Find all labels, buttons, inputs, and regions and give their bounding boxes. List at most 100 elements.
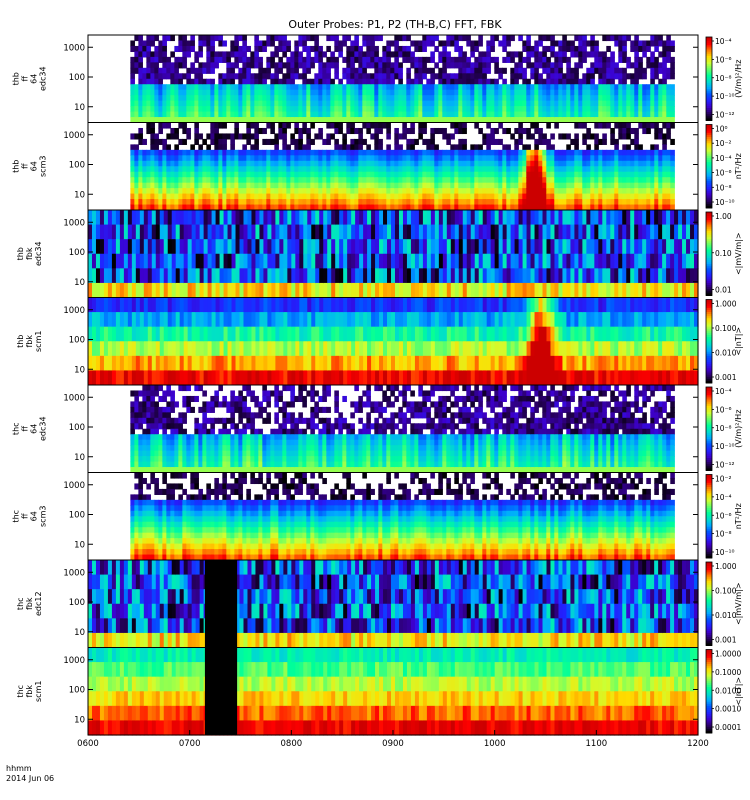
spectrogram-cell xyxy=(494,138,499,145)
spectrogram-cell xyxy=(278,35,283,42)
colorbar-cell xyxy=(706,189,712,192)
spectrogram-cell xyxy=(498,166,503,173)
spectrogram-cell xyxy=(526,182,531,189)
spectrogram-cell xyxy=(410,224,416,240)
spectrogram-cell xyxy=(218,95,223,102)
panel-ylabel: edc34 xyxy=(34,241,43,266)
spectrogram-cell xyxy=(394,56,399,63)
spectrogram-cell xyxy=(498,67,503,74)
spectrogram-cell xyxy=(658,84,663,91)
spectrogram-cell xyxy=(594,51,599,58)
spectrogram-cell xyxy=(582,45,587,53)
spectrogram-cell xyxy=(270,35,275,42)
spectrogram-cell xyxy=(550,149,555,156)
spectrogram-cell xyxy=(186,84,191,91)
spectrogram-cell xyxy=(258,62,263,69)
spectrogram-cell xyxy=(490,177,495,184)
colorbar-cell xyxy=(706,251,712,255)
spectrogram-cell xyxy=(482,95,487,102)
spectrogram-cell xyxy=(598,177,603,184)
spectrogram-cell xyxy=(226,182,231,189)
spectrogram-cell xyxy=(402,268,408,284)
spectrogram-cell xyxy=(630,84,635,91)
spectrogram-cell xyxy=(522,95,527,102)
spectrogram-cell xyxy=(182,84,187,91)
spectrogram-cells xyxy=(130,35,675,124)
spectrogram-cell xyxy=(170,149,175,156)
spectrogram-cell xyxy=(562,160,567,167)
spectrogram-cell xyxy=(438,73,443,80)
spectrogram-cell xyxy=(606,166,611,173)
spectrogram-cell xyxy=(410,166,415,173)
spectrogram-cell xyxy=(382,160,387,167)
spectrogram-cell xyxy=(662,182,667,189)
spectrogram-cell xyxy=(298,56,303,63)
spectrogram-cell xyxy=(210,111,215,118)
spectrogram-cell xyxy=(458,67,463,74)
spectrogram-cell xyxy=(590,166,595,173)
spectrogram-cell xyxy=(347,210,352,226)
spectrogram-cell xyxy=(378,100,383,107)
spectrogram-cell xyxy=(442,188,447,195)
spectrogram-cell xyxy=(286,117,291,124)
spectrogram-cell xyxy=(182,177,187,184)
spectrogram-cell xyxy=(262,188,267,195)
spectrogram-cell xyxy=(162,51,167,58)
spectrogram-cell xyxy=(654,188,659,195)
spectrogram-cell xyxy=(586,144,591,151)
spectrogram-cell xyxy=(618,89,623,96)
spectrogram-cell xyxy=(554,111,559,118)
spectrogram-cell xyxy=(214,89,219,96)
spectrogram-cell xyxy=(590,210,595,226)
spectrogram-cell xyxy=(406,177,411,184)
spectrogram-cell xyxy=(370,35,375,42)
spectrogram-cell xyxy=(322,62,327,69)
spectrogram-cell xyxy=(314,182,319,189)
spectrogram-cell xyxy=(234,166,239,173)
spectrogram-cell xyxy=(134,160,139,167)
spectrogram-cell xyxy=(183,326,189,342)
spectrogram-cell xyxy=(134,155,139,162)
spectrogram-cell xyxy=(478,62,483,69)
spectrogram-cell xyxy=(590,224,595,240)
spectrogram-cell xyxy=(526,111,531,118)
spectrogram-cell xyxy=(526,204,531,211)
spectrogram-cell xyxy=(362,35,367,42)
spectrogram-cell xyxy=(422,67,427,74)
spectrogram-cell xyxy=(562,117,567,124)
spectrogram-cell xyxy=(246,182,251,189)
spectrogram-cell xyxy=(630,177,635,184)
spectrogram-cell xyxy=(562,40,567,47)
spectrogram-cell xyxy=(550,133,555,140)
spectrogram-cell xyxy=(606,73,611,80)
spectrogram-cell xyxy=(662,144,667,151)
spectrogram-cell xyxy=(130,155,135,162)
spectrogram-cell xyxy=(206,199,211,206)
spectrogram-cell xyxy=(538,224,544,240)
spectrogram-cell xyxy=(91,210,97,226)
spectrogram-cell xyxy=(674,282,679,299)
colorbar-cell xyxy=(706,266,712,269)
spectrogram-cell xyxy=(538,149,543,156)
spectrogram-cell xyxy=(234,73,239,80)
spectrogram-cell xyxy=(554,204,559,211)
spectrogram-cell xyxy=(103,355,109,372)
spectrogram-cell xyxy=(610,204,615,211)
spectrogram-cell xyxy=(414,210,420,226)
spectrogram-cell xyxy=(170,177,175,184)
colorbar-cell xyxy=(706,103,712,107)
spectrogram-cell xyxy=(386,51,391,58)
spectrogram-cell xyxy=(478,171,483,178)
spectrogram-cell xyxy=(370,84,375,91)
spectrogram-cell xyxy=(218,155,223,162)
spectrogram-cell xyxy=(214,182,219,189)
spectrogram-cell xyxy=(146,111,151,118)
spectrogram-cell xyxy=(226,89,231,96)
spectrogram-cell xyxy=(190,204,195,211)
spectrogram-cell xyxy=(466,67,471,74)
spectrogram-cell xyxy=(658,239,663,255)
spectrogram-cell xyxy=(514,204,519,211)
spectrogram-cell xyxy=(522,127,527,135)
spectrogram-cell xyxy=(414,239,420,255)
spectrogram-cell xyxy=(378,78,383,85)
